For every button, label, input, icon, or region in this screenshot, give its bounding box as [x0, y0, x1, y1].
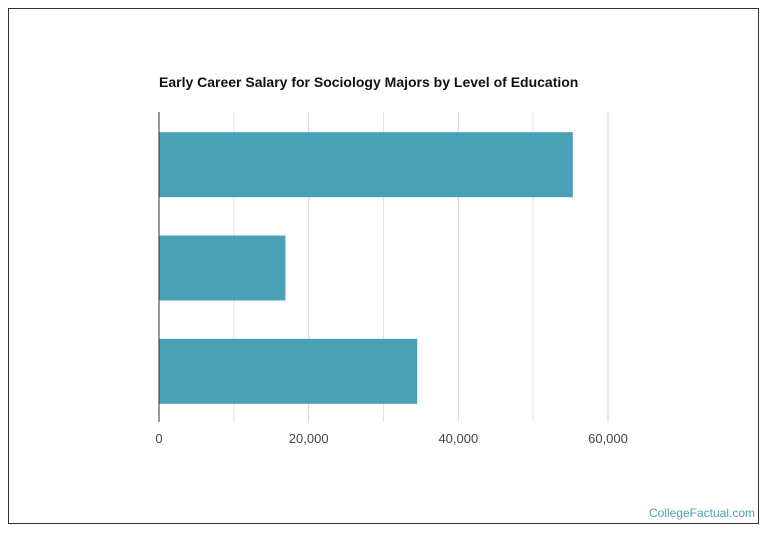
bar-1[interactable]: [159, 132, 573, 198]
bars: [159, 132, 573, 404]
bar-2[interactable]: [159, 235, 286, 301]
site-watermark[interactable]: CollegeFactual.com: [648, 506, 755, 520]
bar-3[interactable]: [159, 338, 418, 404]
x-tick-label: 40,000: [438, 431, 478, 446]
x-axis-ticks: 0 20,000 40,000 60,000: [155, 431, 628, 446]
x-tick-label: 0: [155, 431, 162, 446]
chart-title: Early Career Salary for Sociology Majors…: [159, 74, 579, 90]
x-tick-label: 60,000: [588, 431, 628, 446]
x-tick-label: 20,000: [289, 431, 329, 446]
